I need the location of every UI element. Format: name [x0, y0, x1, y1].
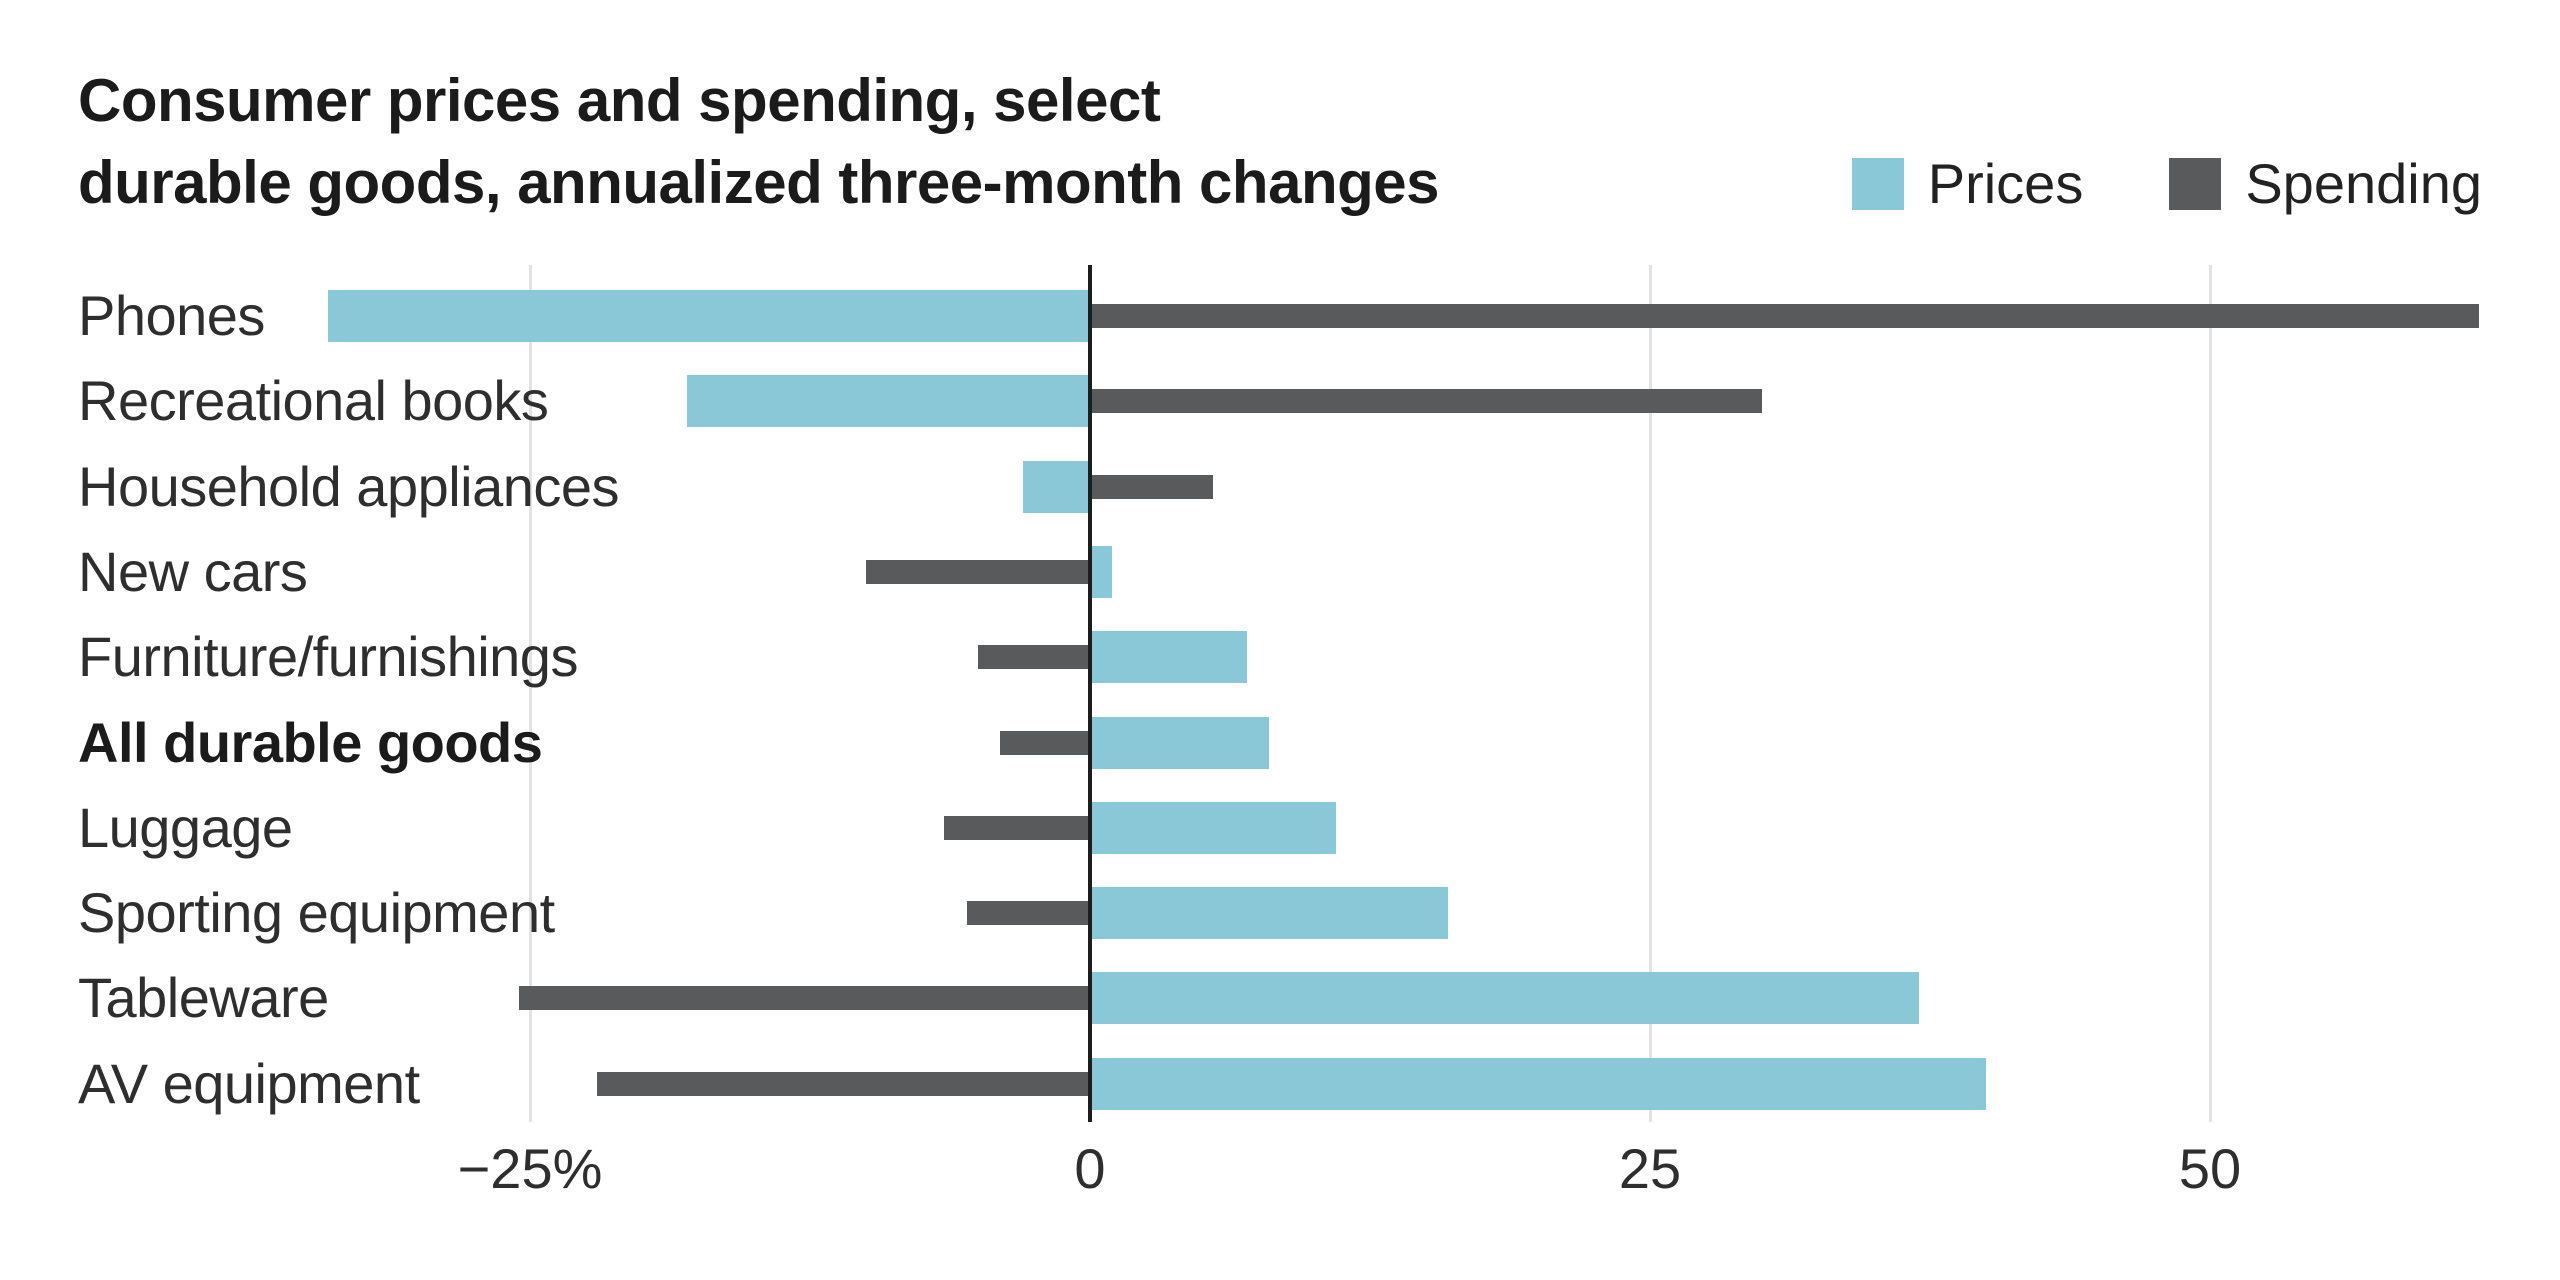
- gridline: [2208, 265, 2212, 1122]
- gridline: [528, 265, 532, 1122]
- bar-spending: [518, 986, 1090, 1011]
- category-label: Sporting equipment: [78, 881, 555, 945]
- bar-prices: [1022, 460, 1090, 513]
- bar-spending: [866, 559, 1090, 584]
- category-label: New cars: [78, 539, 308, 603]
- legend-label-prices: Prices: [1927, 152, 2084, 215]
- zero-baseline: [1088, 265, 1092, 1122]
- bar-prices: [1090, 887, 1449, 940]
- bar-prices: [1090, 801, 1337, 854]
- x-tick-label: 0: [1074, 1137, 1106, 1200]
- legend-label-spending: Spending: [2245, 152, 2482, 215]
- chart-title-line1: Consumer prices and spending, select: [78, 67, 1161, 134]
- category-label: All durable goods: [78, 710, 543, 774]
- bar-prices: [686, 375, 1090, 428]
- bar-spending: [1000, 730, 1090, 755]
- bar-spending: [1090, 389, 1762, 414]
- x-tick-label: 50: [2178, 1137, 2242, 1200]
- bar-spending: [597, 1071, 1090, 1096]
- category-label: Furniture/furnishings: [78, 625, 578, 689]
- category-label: Phones: [78, 284, 265, 347]
- category-label: Luggage: [78, 795, 293, 859]
- legend-item-spending: Spending: [2169, 156, 2482, 212]
- bar-prices: [1090, 545, 1113, 598]
- x-tick-label: −25%: [457, 1137, 603, 1200]
- chart-title-line2: durable goods, annualized three-month ch…: [78, 149, 1440, 216]
- chart-title: Consumer prices and spending, select dur…: [78, 60, 1440, 224]
- bar-spending: [944, 815, 1090, 840]
- category-label: AV equipment: [78, 1051, 420, 1115]
- category-label: Tableware: [78, 966, 329, 1030]
- bar-prices: [1090, 631, 1247, 684]
- legend: Prices Spending: [1851, 152, 2482, 215]
- bar-prices: [328, 290, 1090, 342]
- legend-item-prices: Prices: [1851, 152, 2084, 215]
- bar-prices: [1090, 716, 1270, 769]
- bar-spending: [1090, 304, 2479, 328]
- category-label: Recreational books: [78, 369, 549, 433]
- spending-swatch-icon: [2169, 158, 2222, 210]
- bar-spending: [966, 901, 1090, 926]
- category-label: Household appliances: [78, 454, 620, 518]
- bar-spending: [978, 645, 1090, 670]
- bar-spending: [1090, 474, 1214, 499]
- bar-prices: [1090, 972, 1919, 1025]
- prices-swatch-icon: [1851, 158, 1904, 210]
- x-tick-label: 25: [1618, 1137, 1682, 1200]
- bar-prices: [1090, 1057, 1986, 1110]
- gridline: [1648, 265, 1652, 1122]
